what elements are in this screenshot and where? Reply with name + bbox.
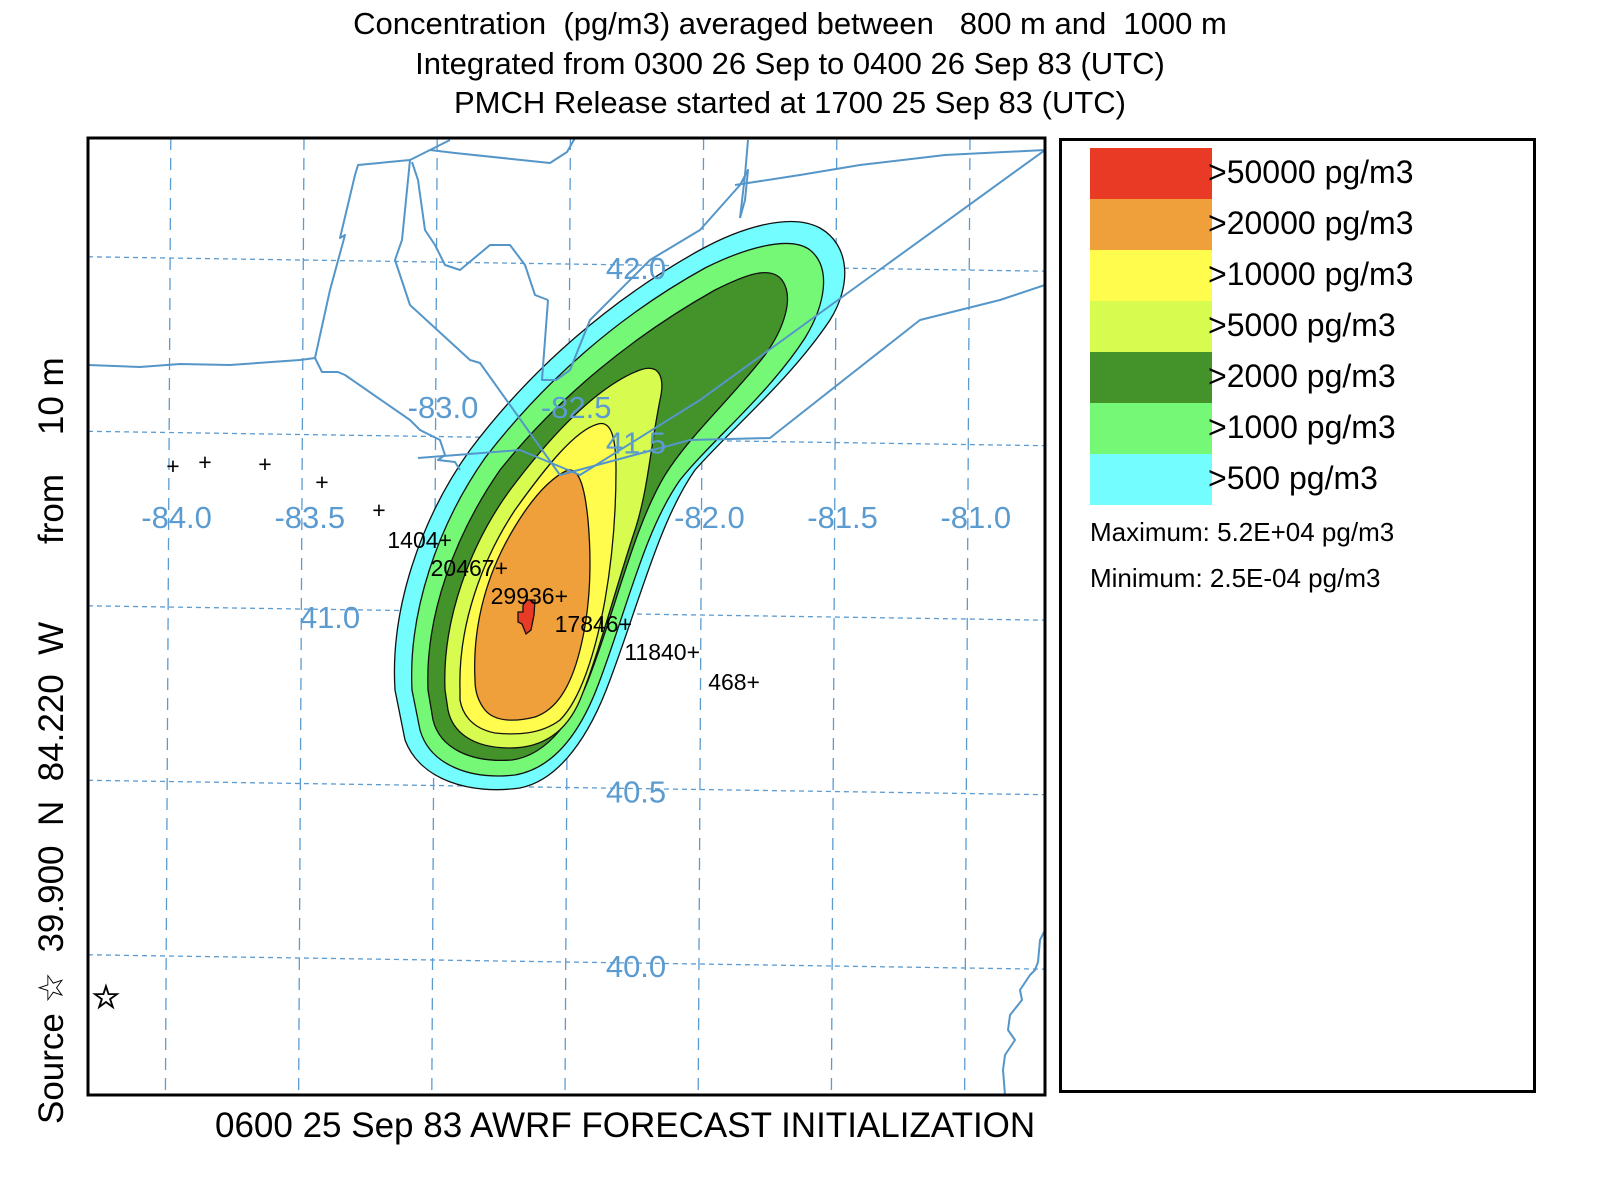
legend-label: >10000 pg/m3 xyxy=(1208,256,1414,292)
legend-panel: >50000 pg/m3 >20000 pg/m3 >10000 pg/m3 >500… xyxy=(1059,138,1536,1093)
observation-marker: + xyxy=(315,469,328,495)
longitude-gridline xyxy=(164,138,172,1095)
legend-item: >10000 pg/m3 xyxy=(1090,250,1530,301)
observation-marker: + xyxy=(198,449,211,475)
boundary-line xyxy=(314,159,411,359)
title-integration-period: Integrated from 0300 26 Sep to 0400 26 S… xyxy=(415,46,1165,81)
contour-20000 xyxy=(474,469,591,721)
forecast-initialization-label: 0600 25 Sep 83 AWRF FORECAST INITIALIZAT… xyxy=(215,1106,1036,1145)
title-release-time: PMCH Release started at 1700 25 Sep 83 (… xyxy=(454,85,1126,120)
boundary-line xyxy=(1002,929,1045,1095)
boundary-line xyxy=(394,159,1045,476)
longitude-labels: -84.0 -83.5 -83.0 -82.5 -82.0 -81.5 -81.0 xyxy=(141,390,1011,535)
legend-label: >50000 pg/m3 xyxy=(1208,154,1414,190)
legend-item: >20000 pg/m3 xyxy=(1090,199,1530,250)
legend-label: >1000 pg/m3 xyxy=(1208,409,1396,445)
legend-swatch xyxy=(1090,352,1212,403)
legend-item: >5000 pg/m3 xyxy=(1090,301,1530,352)
contour-50000 xyxy=(517,599,536,636)
boundary-line xyxy=(411,161,549,301)
legend-minimum: Minimum: 2.5E-04 pg/m3 xyxy=(1090,563,1381,593)
longitude-label: -83.5 xyxy=(274,500,345,535)
source-location-label: Source ☆ 39.900 N 84.220 W from 10 m xyxy=(32,357,71,1124)
boundary-line xyxy=(417,149,1045,476)
boundary-line xyxy=(314,357,461,471)
longitude-label: -82.0 xyxy=(674,500,745,535)
boundaries xyxy=(88,138,1045,1095)
observation-marker: + xyxy=(372,497,385,523)
latitude-label: 40.0 xyxy=(606,949,666,984)
legend-label: >5000 pg/m3 xyxy=(1208,307,1396,343)
latitude-labels: 42.0 41.5 41.0 40.5 40.0 xyxy=(300,251,666,984)
latitude-label: 40.5 xyxy=(606,774,666,809)
legend-label: >2000 pg/m3 xyxy=(1208,358,1396,394)
legend-swatch xyxy=(1090,199,1212,250)
legend-item: >50000 pg/m3 xyxy=(1090,148,1530,199)
longitude-label: -81.5 xyxy=(807,500,878,535)
observation-value: 29936+ xyxy=(491,583,568,609)
observation-value: 11840+ xyxy=(624,639,700,665)
plume-contours xyxy=(393,220,846,791)
legend-swatch xyxy=(1090,403,1212,454)
observation-value: 468+ xyxy=(708,669,760,695)
boundary-line xyxy=(429,138,576,164)
observation-value: 1404+ xyxy=(387,527,452,553)
latitude-label: 41.0 xyxy=(300,600,360,635)
boundary-line xyxy=(88,357,316,368)
latitude-label: 41.5 xyxy=(606,425,666,460)
longitude-label: -84.0 xyxy=(141,500,212,535)
legend-item: >2000 pg/m3 xyxy=(1090,352,1530,403)
longitude-gridline xyxy=(963,138,971,1095)
latitude-gridline xyxy=(88,256,1045,272)
legend-swatch xyxy=(1090,301,1212,352)
observation-value: 20467+ xyxy=(431,555,508,581)
legend-swatch xyxy=(1090,454,1212,505)
title-concentration: Concentration (pg/m3) averaged between 8… xyxy=(353,6,1227,41)
observation-marker: + xyxy=(258,451,271,477)
observation-marker: + xyxy=(166,453,179,479)
longitude-label: -83.0 xyxy=(408,390,479,425)
boundary-line xyxy=(734,149,1045,186)
boundary-line xyxy=(739,139,749,219)
legend-label: >500 pg/m3 xyxy=(1208,460,1378,496)
legend-maximum: Maximum: 5.2E+04 pg/m3 xyxy=(1090,517,1395,547)
legend-item: >1000 pg/m3 xyxy=(1090,403,1530,454)
boundary-line xyxy=(541,169,749,381)
observation-value: 17846+ xyxy=(555,611,632,637)
latitude-label: 42.0 xyxy=(606,251,666,286)
latitude-gridline xyxy=(88,82,1045,96)
longitude-label: -81.0 xyxy=(940,500,1011,535)
star-icon: ☆ xyxy=(92,979,121,1015)
legend-swatch xyxy=(1090,148,1212,199)
map-frame xyxy=(86,136,1047,1097)
legend-label: >20000 pg/m3 xyxy=(1208,205,1414,241)
legend-item: >500 pg/m3 xyxy=(1090,454,1530,505)
legend-swatch xyxy=(1090,250,1212,301)
longitude-label: -82.5 xyxy=(541,390,612,425)
observations: + + + + +1404+20467+29936+17846+11840+ 468+ xyxy=(166,449,760,695)
latitude-gridline xyxy=(88,954,1045,970)
